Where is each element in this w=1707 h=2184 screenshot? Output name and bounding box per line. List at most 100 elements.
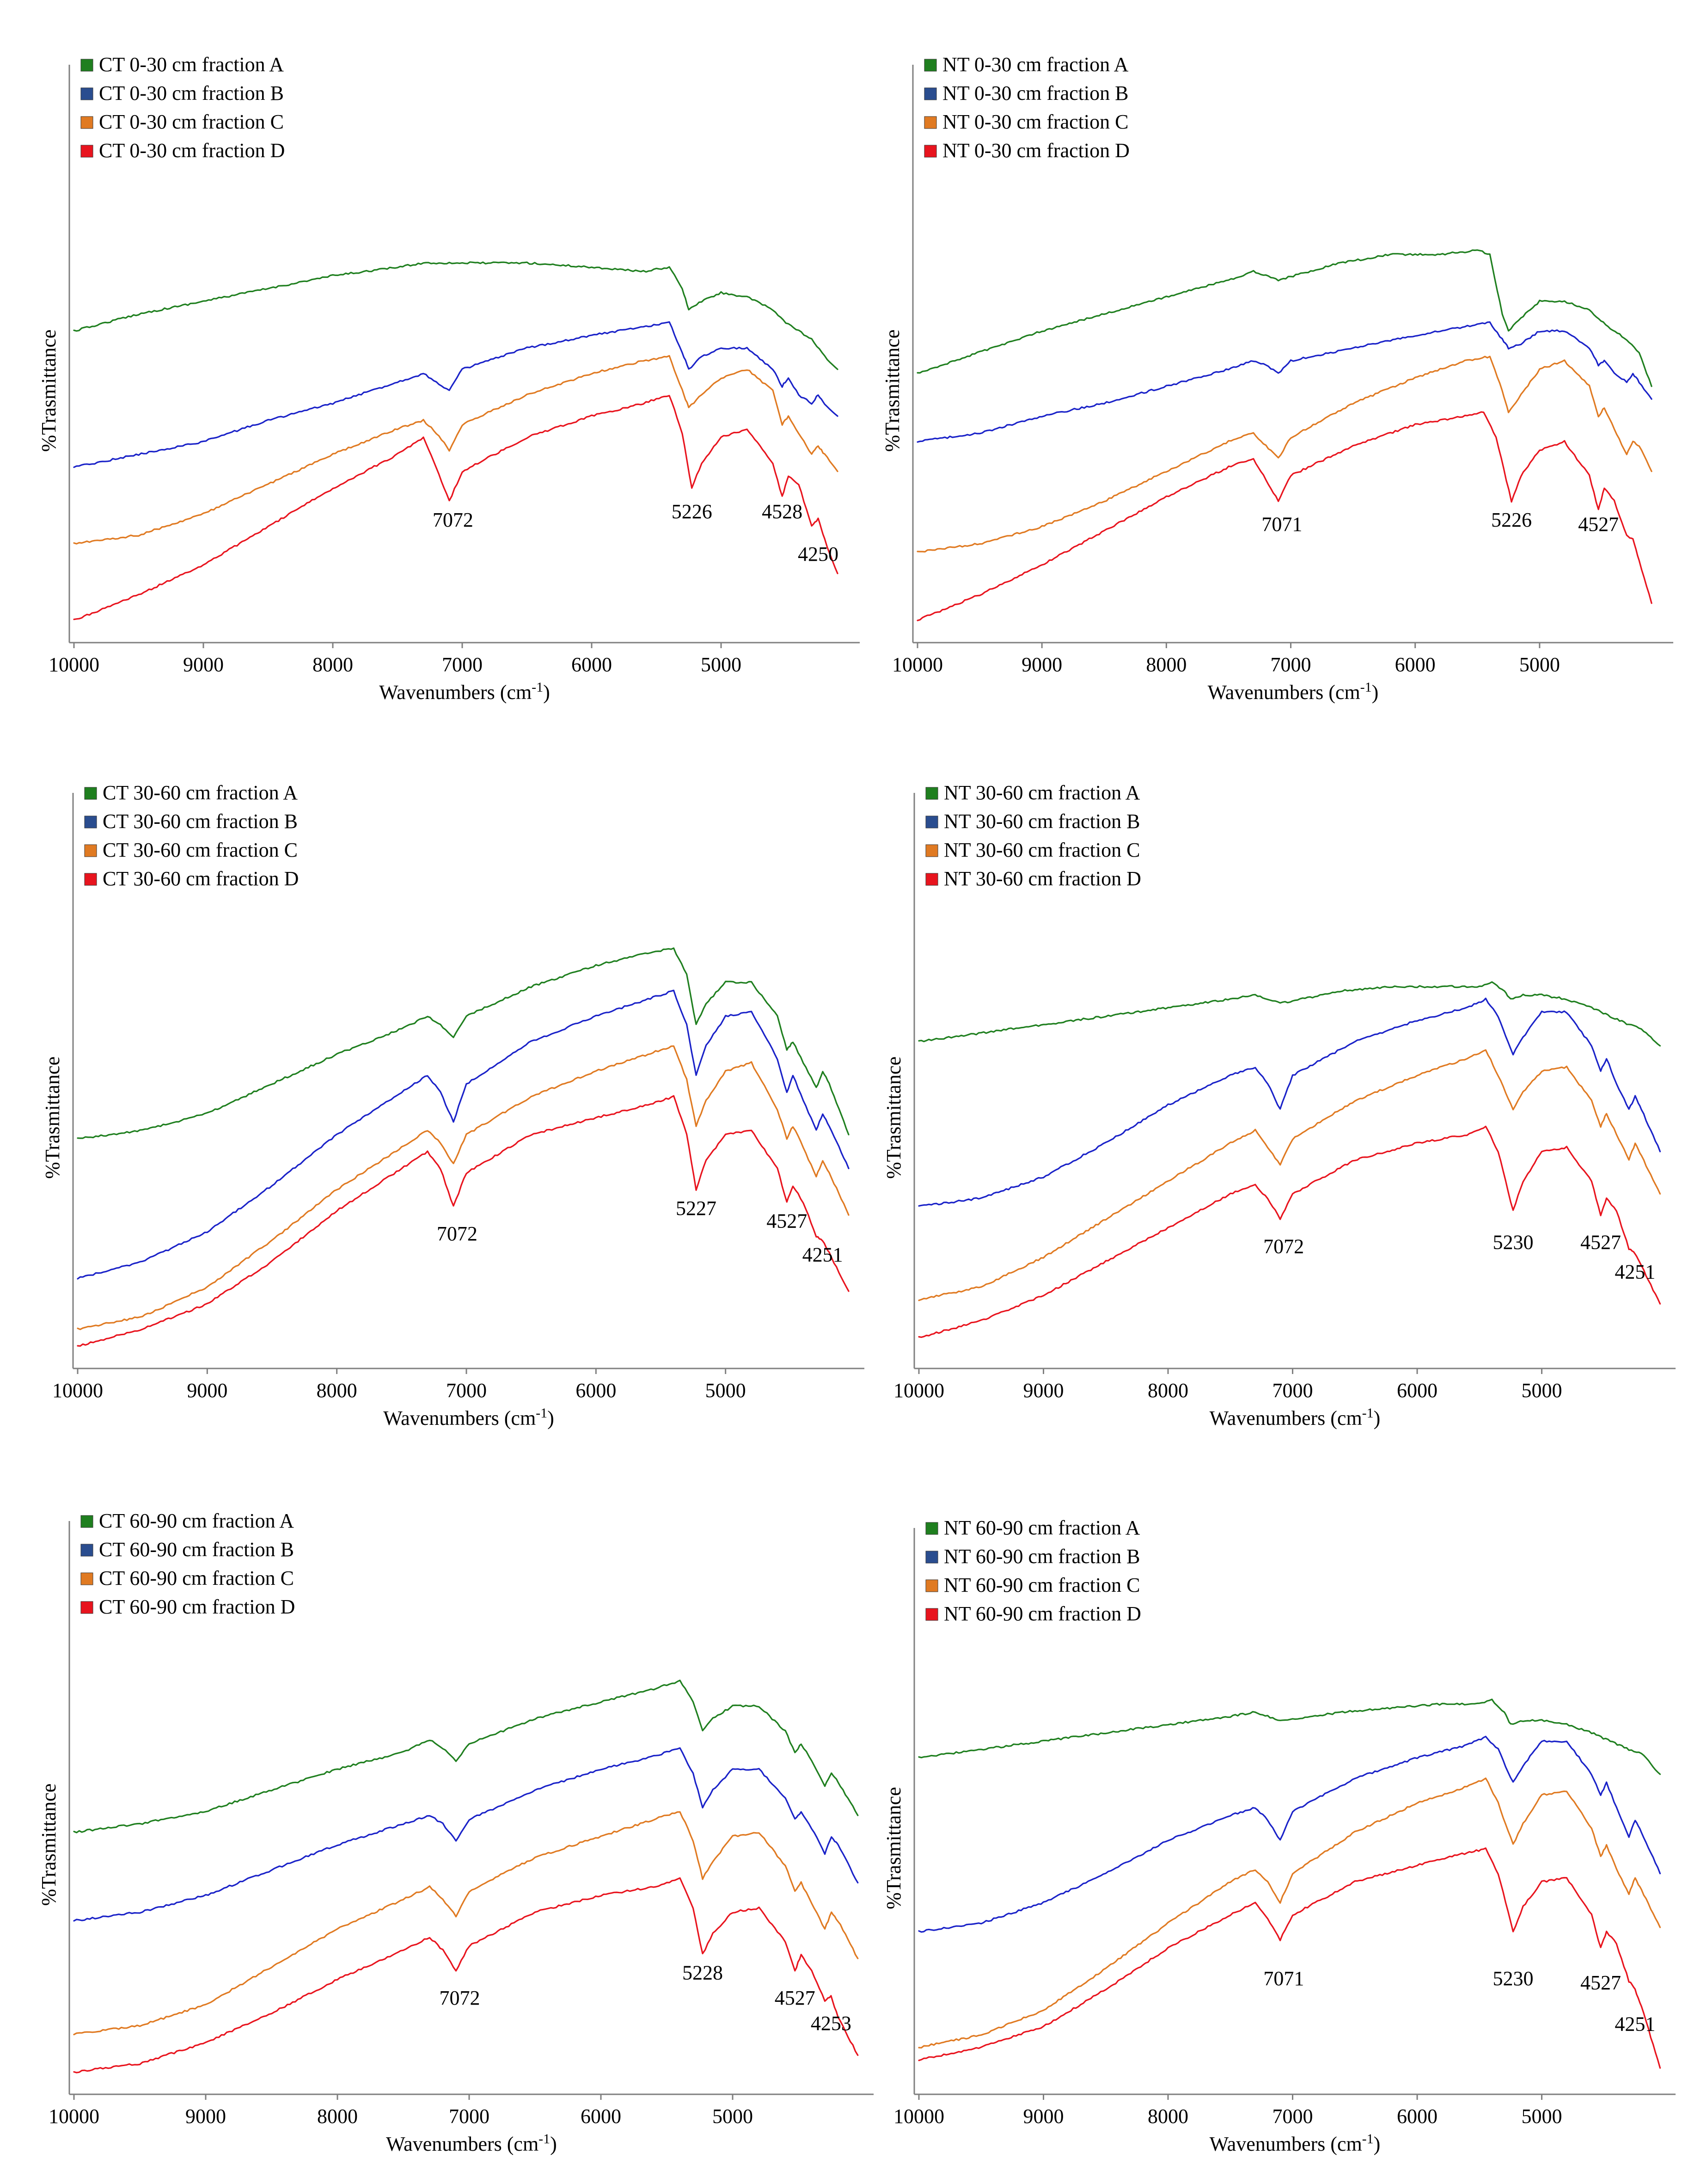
legend-label: CT 0-30 cm fraction D: [99, 139, 285, 162]
series-line-fraction-c: [918, 1049, 1661, 1301]
legend-swatch: [925, 787, 938, 800]
y-axis-title: %Trasmittance: [882, 1056, 905, 1179]
legend-label: NT 0-30 cm fraction B: [942, 82, 1128, 104]
legend-swatch: [924, 59, 937, 72]
y-axis-title: %Trasmittance: [41, 1056, 64, 1179]
series-line-fraction-b: [73, 1747, 859, 1922]
legend-label: NT 60-90 cm fraction D: [944, 1602, 1141, 1625]
x-tick-label: 6000: [1397, 2105, 1438, 2128]
x-axis-title: Wavenumbers (cm-1): [379, 680, 550, 704]
x-tick-label: 5000: [705, 1379, 746, 1402]
legend-label: CT 0-30 cm fraction C: [99, 110, 284, 133]
series-line-fraction-b: [917, 321, 1652, 443]
peak-label: 5226: [1491, 509, 1532, 531]
series-line-fraction-c: [77, 1045, 850, 1331]
x-tick-label: 9000: [1022, 653, 1062, 676]
x-tick-label: 10000: [49, 2105, 99, 2128]
x-tick-label: 6000: [575, 1379, 616, 1402]
chart-panel-ct-60-90: 10000 9000 8000 7000 6000 5000 Wavenumbers (cm…: [37, 1509, 874, 2155]
legend-swatch: [925, 1551, 938, 1564]
legend-label: NT 30-60 cm fraction D: [944, 867, 1141, 890]
x-tick-label: 5000: [1522, 1379, 1562, 1402]
chart-panel-nt-30-60: 10000 9000 8000 7000 6000 5000 Wavenumbers (cm…: [882, 781, 1676, 1429]
y-axis-title: %Trasmittance: [37, 330, 60, 452]
legend-swatch: [84, 816, 97, 828]
x-tick-label: 9000: [185, 2105, 226, 2128]
peak-label: 5227: [676, 1197, 716, 1220]
legend-swatch: [925, 1579, 938, 1592]
legend-swatch: [80, 1601, 93, 1614]
y-axis-title: %Trasmittance: [37, 1784, 60, 1906]
series-line-fraction-d: [918, 1125, 1661, 1338]
legend-label: CT 0-30 cm fraction B: [99, 82, 284, 104]
peak-label: 7072: [1263, 1235, 1304, 1258]
legend-label: NT 30-60 cm fraction C: [944, 839, 1140, 861]
legend-label: CT 30-60 cm fraction B: [103, 810, 298, 833]
x-tick-label: 7000: [1271, 653, 1311, 676]
peak-label: 4250: [798, 543, 838, 565]
series-line-fraction-c: [917, 356, 1652, 553]
chart-panel-nt-0-30: 10000 9000 8000 7000 6000 5000 Wavenumbers (cm…: [881, 53, 1673, 704]
legend-swatch: [924, 116, 937, 129]
x-tick-label: 10000: [49, 653, 99, 676]
series-line-fraction-d: [77, 1095, 850, 1347]
series-line-fraction-d: [73, 1877, 859, 2074]
legend-label: NT 60-90 cm fraction A: [944, 1516, 1140, 1539]
x-tick-label: 8000: [1148, 1379, 1188, 1402]
chart-panel-ct-0-30: 10000 9000 8000 7000 6000 5000 Wavenumbers (cm…: [37, 53, 860, 704]
x-tick-label: 7000: [446, 1379, 487, 1402]
peak-label: 4527: [1580, 1971, 1621, 1994]
peak-label: 4253: [811, 2012, 851, 2035]
legend-label: NT 30-60 cm fraction B: [944, 810, 1140, 833]
y-axis-title: %Trasmittance: [882, 1787, 905, 1909]
x-axis-title: Wavenumbers (cm-1): [1210, 2131, 1381, 2155]
peak-label: 4251: [802, 1244, 843, 1266]
x-tick-label: 7000: [1273, 2105, 1313, 2128]
legend-swatch: [80, 145, 93, 158]
legend-label: NT 0-30 cm fraction C: [942, 110, 1128, 133]
series-line-fraction-b: [918, 1736, 1661, 1933]
series-line-fraction-a: [918, 1699, 1661, 1775]
legend-label: CT 30-60 cm fraction C: [103, 839, 298, 861]
legend-swatch: [924, 87, 937, 100]
series-line-fraction-b: [918, 997, 1661, 1207]
x-tick-label: 6000: [1395, 653, 1436, 676]
peak-label: 4527: [775, 1987, 815, 2009]
x-tick-label: 8000: [1146, 653, 1187, 676]
legend-swatch: [80, 1572, 93, 1585]
x-axis-title: Wavenumbers (cm-1): [383, 1405, 554, 1429]
series-line-fraction-a: [73, 261, 838, 370]
legend-swatch: [84, 873, 97, 886]
legend-label: CT 30-60 cm fraction D: [103, 867, 299, 890]
peak-label: 5230: [1493, 1967, 1534, 1990]
peak-label: 4527: [1578, 513, 1619, 535]
x-tick-label: 10000: [893, 2105, 944, 2128]
peak-label: 5230: [1493, 1231, 1534, 1253]
chart-panel-nt-60-90: 10000 9000 8000 7000 6000 5000 Wavenumbers (cm…: [882, 1516, 1676, 2155]
series-line-fraction-c: [73, 355, 838, 545]
series-line-fraction-b: [73, 321, 838, 468]
legend-swatch: [925, 1522, 938, 1535]
legend-swatch: [925, 873, 938, 886]
series-line-fraction-a: [77, 947, 850, 1139]
x-tick-label: 7000: [442, 653, 483, 676]
legend-label: NT 60-90 cm fraction C: [944, 1574, 1140, 1596]
legend-swatch: [84, 787, 97, 800]
x-tick-label: 5000: [701, 653, 741, 676]
x-tick-label: 8000: [312, 653, 353, 676]
series-line-fraction-a: [918, 981, 1661, 1047]
series-line-fraction-a: [917, 249, 1652, 387]
series-line-fraction-d: [73, 395, 838, 620]
chart-panel-ct-30-60: 10000 9000 8000 7000 6000 5000 Wavenumbers (cm…: [41, 781, 864, 1429]
x-tick-label: 9000: [1023, 1379, 1064, 1402]
x-tick-label: 10000: [892, 653, 943, 676]
legend-swatch: [925, 844, 938, 857]
legend-swatch: [80, 59, 93, 72]
series-line-fraction-a: [73, 1680, 859, 1834]
peak-label: 7072: [439, 1987, 480, 2009]
x-tick-label: 10000: [52, 1379, 103, 1402]
peak-label: 5226: [672, 500, 712, 523]
x-tick-label: 9000: [183, 653, 224, 676]
peak-label: 7071: [1263, 1967, 1304, 1990]
